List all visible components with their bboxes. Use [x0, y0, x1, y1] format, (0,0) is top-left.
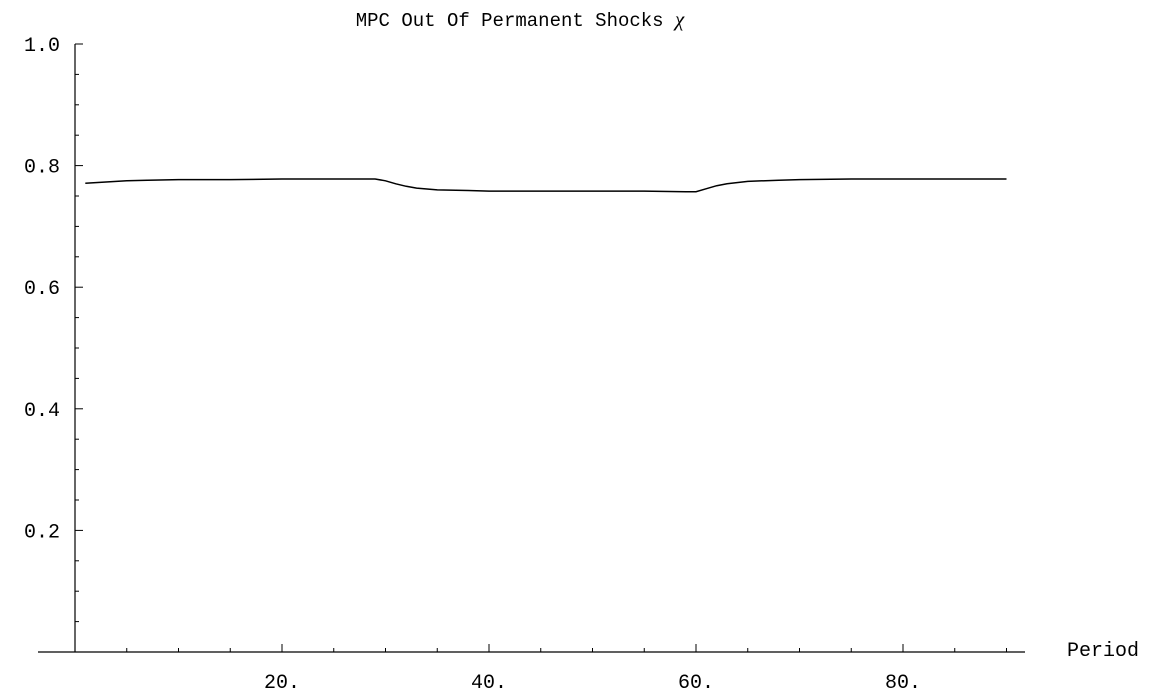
x-tick-label: 40. — [471, 672, 507, 695]
series-line — [85, 178, 1007, 193]
y-tick-label: 1.0 — [24, 35, 60, 58]
x-ticks — [126, 644, 1007, 652]
chart-title: MPC Out Of Permanent Shocks χ — [356, 7, 685, 32]
x-tick-label: 60. — [678, 672, 714, 695]
x-axis-label: Period — [1067, 640, 1139, 663]
y-tick-label: 0.8 — [24, 157, 60, 180]
y-tick-labels: 0.2 0.4 0.6 0.8 1.0 — [24, 35, 60, 544]
x-tick-label: 20. — [264, 672, 300, 695]
y-tick-label: 0.6 — [24, 278, 60, 301]
x-tick-labels: 20. 40. 60. 80. — [264, 672, 921, 695]
y-tick-label: 0.2 — [24, 521, 60, 544]
x-tick-label: 80. — [885, 672, 921, 695]
y-tick-label: 0.4 — [24, 400, 60, 423]
y-ticks — [75, 43, 83, 623]
